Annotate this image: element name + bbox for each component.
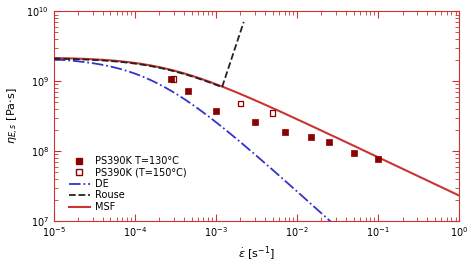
Point [326,140,333,144]
X-axis label: $\dot{\varepsilon}$ [s$^{-1}$]: $\dot{\varepsilon}$ [s$^{-1}$] [238,245,275,263]
Point [308,134,315,139]
Point [281,129,288,134]
Legend: PS390K T=130°C, PS390K (T=150°C), DE, Rouse, MSF: PS390K T=130°C, PS390K (T=150°C), DE, Ro… [67,154,189,214]
Point [269,111,276,115]
Point [170,77,177,81]
Point [374,156,382,161]
Point [251,120,258,124]
Point [167,77,175,81]
Point [184,89,191,93]
Point [212,108,220,113]
Point [237,101,244,106]
Point [350,150,357,155]
Y-axis label: $\eta_{E,s}$ [Pa$\cdot$s]: $\eta_{E,s}$ [Pa$\cdot$s] [6,88,21,144]
